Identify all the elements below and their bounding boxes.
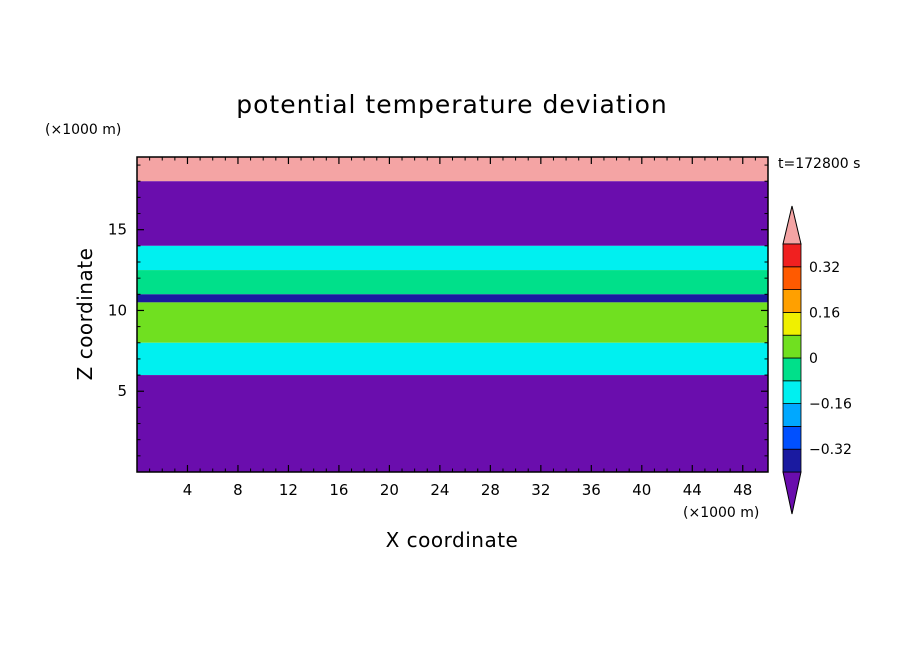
field-layer-7 — [137, 375, 768, 472]
y-tick-label: 15 — [108, 221, 127, 239]
field-layer-1 — [137, 181, 768, 246]
colorbar-box — [782, 289, 802, 313]
colorbar-tick-label: −0.32 — [809, 442, 852, 458]
field-layer-3 — [137, 270, 768, 295]
colorbar-box — [782, 380, 802, 404]
y-unit-label: (×1000 m) — [45, 122, 121, 138]
field-layer-0 — [137, 157, 768, 182]
colorbar-extend-top — [782, 205, 802, 245]
x-tick-label: 36 — [582, 481, 601, 499]
field-layer-6 — [137, 342, 768, 376]
colorbar-box — [782, 266, 802, 290]
colorbar-tick-label: −0.16 — [809, 397, 852, 413]
x-tick-label: 4 — [183, 481, 193, 499]
x-tick-label: 48 — [733, 481, 752, 499]
field-layer-2 — [137, 245, 768, 271]
x-tick-label: 16 — [329, 481, 348, 499]
time-label: t=172800 s — [778, 156, 860, 172]
colorbar-tick-label: 0.16 — [809, 305, 840, 321]
field-layer-5 — [137, 302, 768, 343]
colorbar: 0.32 0.16 0 −0.16 −0.32 — [782, 205, 852, 515]
x-tick-label: 40 — [632, 481, 651, 499]
y-tick-label: 5 — [117, 382, 127, 400]
x-tick-label: 28 — [481, 481, 500, 499]
x-unit-label: (×1000 m) — [683, 505, 759, 521]
x-axis: 4 8 12 16 20 24 28 32 36 40 44 48 — [149, 157, 756, 499]
y-axis-label: Z coordinate — [73, 248, 97, 381]
colorbar-box — [782, 448, 802, 473]
colorbar-box — [782, 403, 802, 427]
colorbar-box — [782, 243, 802, 268]
x-tick-label: 8 — [233, 481, 243, 499]
y-axis: 5 10 15 — [108, 164, 768, 457]
field-plot-area — [137, 157, 768, 472]
colorbar-box — [782, 425, 802, 450]
colorbar-box — [782, 334, 802, 359]
x-tick-label: 44 — [683, 481, 702, 499]
x-tick-label: 24 — [430, 481, 449, 499]
colorbar-tick-label: 0.32 — [809, 260, 840, 276]
x-tick-label: 12 — [279, 481, 298, 499]
y-tick-label: 10 — [108, 301, 127, 319]
colorbar-extend-bottom — [782, 471, 802, 515]
chart-title: potential temperature deviation — [236, 90, 667, 119]
x-axis-label: X coordinate — [386, 528, 519, 552]
x-tick-label: 32 — [531, 481, 550, 499]
field-layer-4 — [137, 294, 768, 303]
colorbar-box — [782, 311, 802, 336]
x-tick-label: 20 — [380, 481, 399, 499]
colorbar-tick-label: 0 — [809, 351, 818, 367]
colorbar-box — [782, 357, 802, 382]
